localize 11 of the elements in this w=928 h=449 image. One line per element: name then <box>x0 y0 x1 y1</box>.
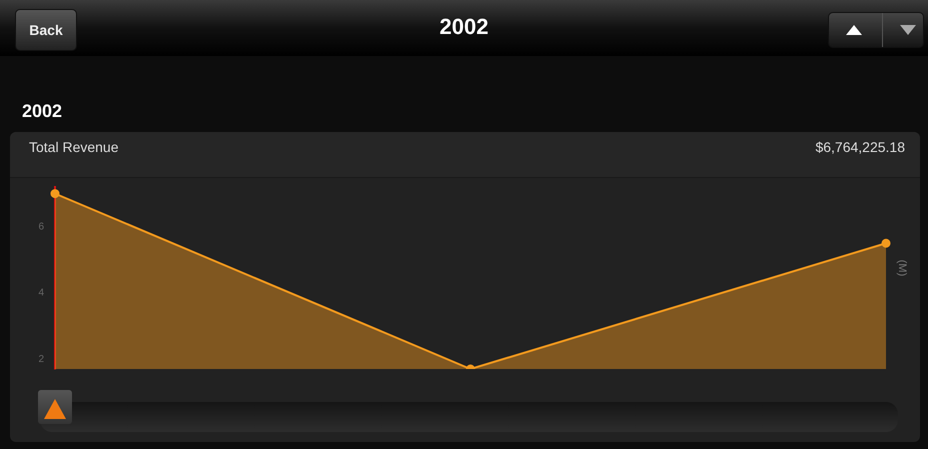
chart-subtitle: 2002 <box>440 14 488 39</box>
y-axis-title: (M) <box>896 260 908 276</box>
text: Total Revenue <box>29 139 119 155</box>
point <box>50 189 60 198</box>
y-tick-label: 2 <box>38 354 44 365</box>
text: Back <box>15 9 77 51</box>
text: $6,764,225.18 <box>815 139 905 155</box>
y-tick-label: 6 <box>38 221 44 232</box>
point <box>882 238 890 248</box>
chart-title: 2002 <box>22 101 62 122</box>
y-tick-label: 4 <box>38 288 44 299</box>
